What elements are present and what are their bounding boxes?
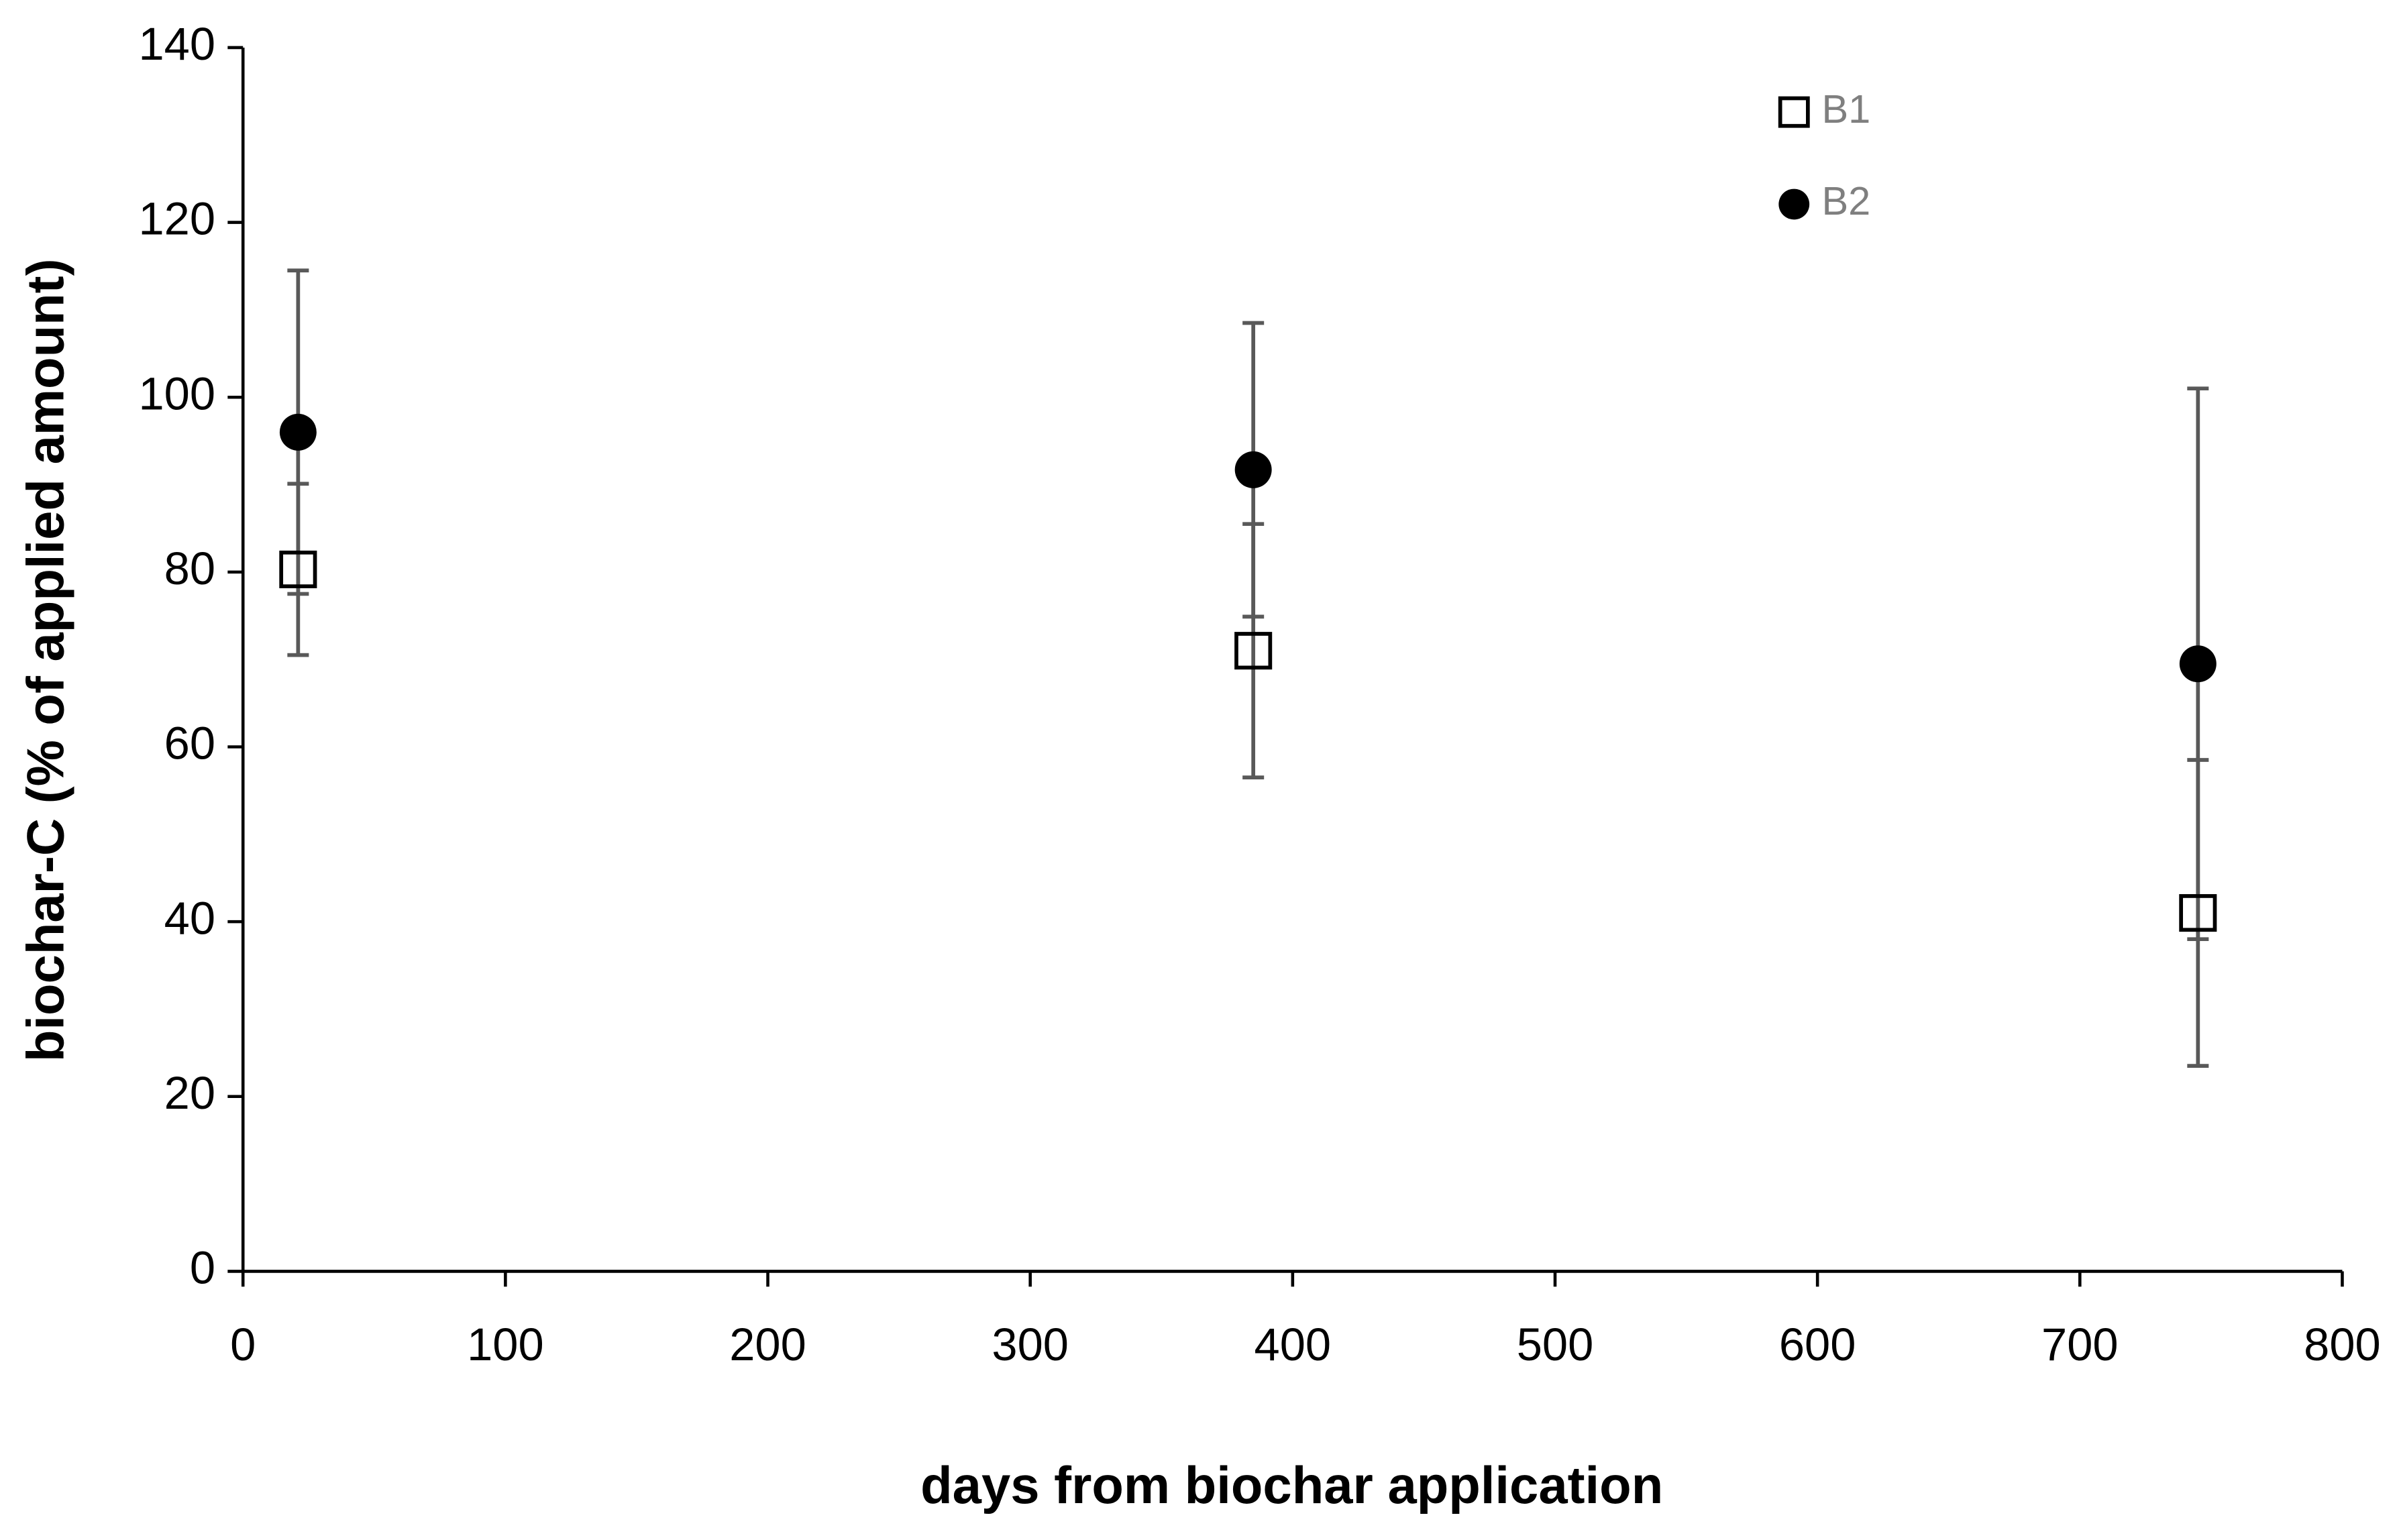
x-tick-label: 0: [230, 1319, 256, 1370]
marker: [1234, 632, 1273, 670]
x-tick-label: 200: [729, 1319, 806, 1370]
marker: [2179, 645, 2217, 683]
y-tick-label: 60: [164, 718, 215, 769]
x-tick-label: 800: [2304, 1319, 2381, 1370]
x-tick-label: 300: [992, 1319, 1069, 1370]
y-tick-label: 100: [138, 368, 215, 419]
x-tick-label: 500: [1517, 1319, 1594, 1370]
y-tick-label: 20: [164, 1067, 215, 1119]
y-tick-label: 0: [190, 1242, 215, 1294]
legend-label: B2: [1821, 178, 1870, 223]
y-axis-title: biochar-C (% of applied amount): [17, 258, 74, 1062]
legend-label: B1: [1821, 87, 1870, 131]
x-tick-label: 600: [1779, 1319, 1856, 1370]
legend-marker: [1778, 96, 1810, 128]
marker: [279, 550, 317, 588]
x-tick-label: 700: [2041, 1319, 2119, 1370]
x-tick-label: 100: [467, 1319, 544, 1370]
legend-marker: [1778, 188, 1810, 220]
y-tick-label: 140: [138, 18, 215, 70]
y-tick-label: 40: [164, 892, 215, 944]
marker: [2179, 894, 2217, 932]
marker: [1234, 451, 1272, 488]
x-axis-title: days from biochar application: [920, 1457, 1663, 1515]
y-tick-label: 80: [164, 543, 215, 594]
y-tick-label: 120: [138, 193, 215, 245]
x-tick-label: 400: [1255, 1319, 1332, 1370]
marker: [279, 413, 317, 451]
